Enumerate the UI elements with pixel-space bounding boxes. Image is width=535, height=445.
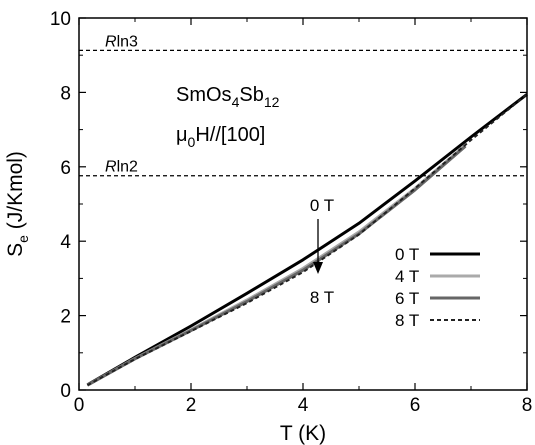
- legend-label: 6 T: [395, 289, 419, 308]
- legend: 0 T 4 T 6 T 8 T: [395, 245, 480, 330]
- y-tick-label: 6: [60, 158, 71, 179]
- tick-labels: 0 2 4 6 8 0 2 4 6 8 10: [50, 9, 532, 416]
- arrow-top-label: 0 T: [310, 196, 334, 215]
- y-tick-label: 10: [50, 9, 71, 30]
- axis-ticks: [78, 17, 528, 391]
- series-line-8t: [86, 93, 528, 387]
- series-line-0t: [86, 93, 528, 387]
- field-arrow-head: [313, 262, 323, 274]
- ref-label-rln2-rest: ln2: [117, 159, 138, 176]
- y-axis-title-sub: e: [15, 235, 31, 243]
- legend-label: 4 T: [395, 267, 419, 286]
- compound-sub1: 4: [232, 94, 240, 110]
- x-tick-label: 8: [522, 395, 533, 416]
- x-axis-title: T (K): [280, 422, 326, 445]
- compound-label: SmOs4Sb12: [176, 84, 280, 110]
- y-axis-title-main: S: [4, 243, 27, 257]
- ref-label-rln3: Rln3: [105, 33, 138, 50]
- reference-lines: [79, 49, 527, 177]
- legend-label: 0 T: [395, 245, 419, 264]
- legend-label: 8 T: [395, 311, 419, 330]
- field-rest: H//[100]: [195, 124, 265, 146]
- plot-frame: [78, 17, 528, 391]
- x-tick-label: 6: [410, 395, 421, 416]
- y-axis-title-rest: (J/Kmol): [4, 151, 27, 235]
- y-tick-label: 2: [60, 307, 71, 328]
- x-tick-label: 2: [186, 395, 197, 416]
- x-tick-label: 0: [74, 395, 85, 416]
- series-line-6t: [86, 145, 467, 387]
- ref-label-rln2-italic: R: [105, 159, 117, 176]
- ref-label-rln2: Rln2: [105, 159, 138, 176]
- compound-base2: Sb: [239, 84, 263, 106]
- field-sub: 0: [188, 134, 196, 150]
- ref-label-rln3-italic: R: [105, 33, 117, 50]
- field-direction-label: μ0H//[100]: [176, 124, 265, 150]
- y-tick-label: 0: [60, 381, 71, 402]
- y-axis-title: Se (J/Kmol): [4, 151, 31, 257]
- field-mu: μ: [176, 124, 188, 146]
- x-tick-label: 4: [298, 395, 309, 416]
- y-tick-label: 8: [60, 83, 71, 104]
- compound-base1: SmOs: [176, 84, 232, 106]
- series-line-4t: [86, 144, 467, 387]
- ref-label-rln3-rest: ln3: [117, 33, 138, 50]
- y-tick-label: 4: [60, 232, 71, 253]
- series-layer: [86, 93, 528, 387]
- compound-sub2: 12: [264, 94, 280, 110]
- arrow-bottom-label: 8 T: [310, 288, 334, 307]
